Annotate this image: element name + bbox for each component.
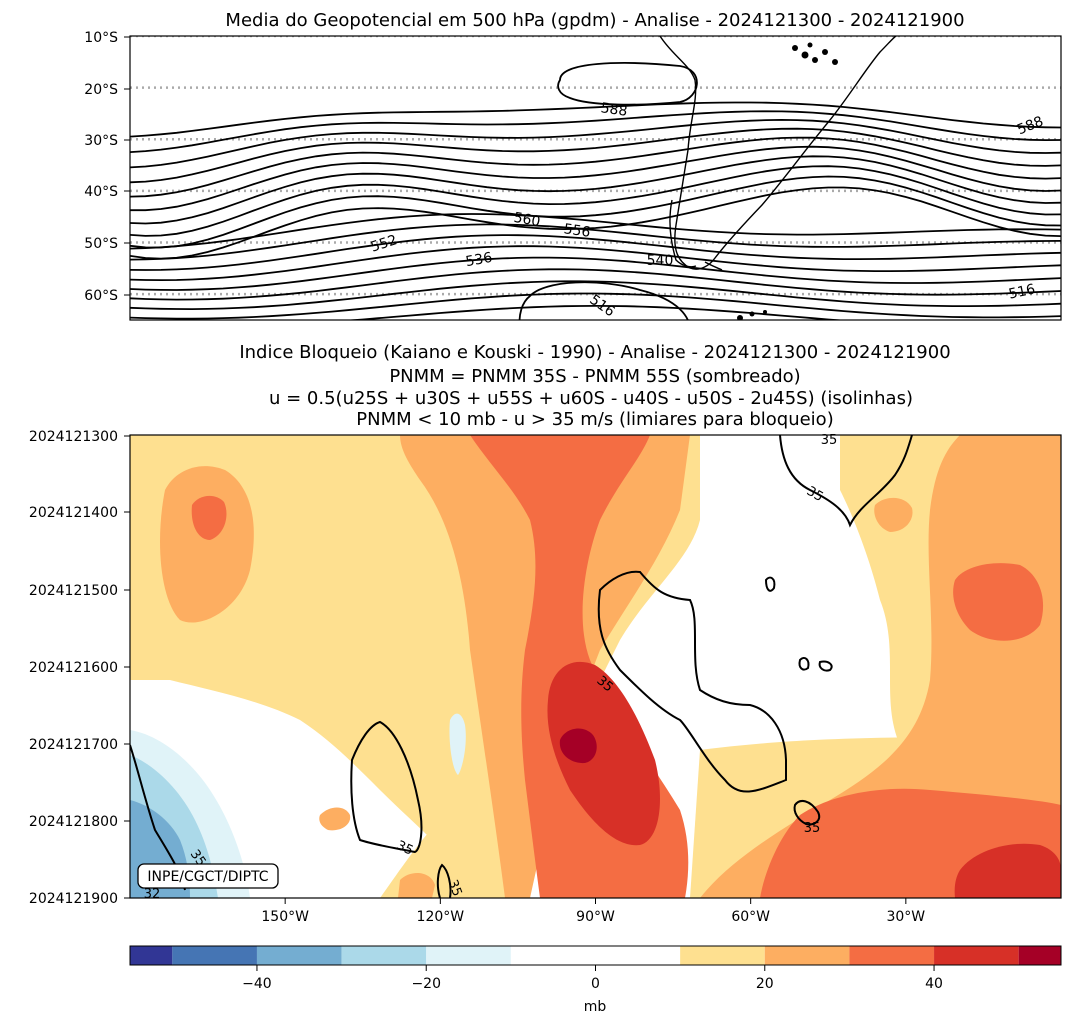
colorbar-band: [130, 946, 173, 965]
colorbar-band: [764, 946, 850, 965]
geopotential-contour: [130, 234, 1061, 271]
geopotential-contour: [130, 118, 1061, 169]
geopotential-plot-area: [130, 36, 1061, 320]
colorbar-band: [680, 946, 765, 965]
y-tick-label: 2024121500: [29, 583, 118, 599]
geopotential-contour: [130, 256, 1061, 291]
geopotential-title: Media do Geopotencial em 500 hPa (gpdm) …: [225, 10, 964, 31]
x-tick-label: 30°W: [886, 909, 925, 925]
y-tick-label: 40°S: [84, 184, 118, 200]
y-tick-label: 2024121300: [29, 429, 118, 445]
colorbar-tick-label: −40: [242, 976, 272, 992]
x-tick-label: 60°W: [731, 909, 770, 925]
y-tick-label: 2024121800: [29, 814, 118, 830]
x-tick-label: 150°W: [261, 909, 309, 925]
isoline-label: 32: [144, 887, 161, 902]
contour-label: 556: [563, 221, 592, 241]
isoline-label: 35: [821, 433, 838, 448]
colorbar-tick-label: −20: [411, 976, 441, 992]
u-isolines: [130, 435, 913, 898]
geopotential-contour: [518, 281, 689, 320]
geopotential-contour: [130, 292, 1061, 320]
geopotential-contour: [130, 127, 1061, 184]
colorbar-label: mb: [584, 999, 607, 1015]
blocking-x-axis: 150°W 120°W 90°W 60°W 30°W: [261, 898, 925, 925]
geopotential-contour: [130, 280, 1061, 311]
geopotential-contour: [130, 145, 1061, 212]
isoline-label: 35: [445, 878, 465, 899]
geopotential-contour: [130, 245, 1061, 282]
contour-label: 552: [369, 232, 399, 255]
colorbar-tick-label: 20: [756, 976, 774, 992]
isoline-label: 35: [804, 821, 821, 836]
geopotential-contour: [130, 223, 1061, 261]
geopotential-contour: [130, 110, 1061, 153]
y-tick-label: 2024121700: [29, 737, 118, 753]
x-tick-label: 90°W: [576, 909, 615, 925]
geopotential-contours: [130, 62, 1061, 320]
colorbar-band: [849, 946, 935, 965]
colorbar: −40 −20 0 20 40 mb: [129, 945, 1062, 1015]
contour-label: 588: [600, 100, 629, 120]
geopotential-y-axis: 10°S 20°S 30°S 40°S 50°S 60°S: [84, 30, 130, 304]
contour-label: 516: [1007, 281, 1037, 302]
geopotential-contour: [130, 186, 1061, 260]
blocking-title-line2: PNMM = PNMM 35S - PNMM 55S (sombreado): [389, 366, 800, 387]
blocking-title-line3: u = 0.5(u25S + u30S + u55S + u60S - u40S…: [269, 388, 913, 409]
islands: [737, 42, 838, 320]
y-tick-label: 30°S: [84, 133, 118, 149]
isoline-labels: 35 35 35 35 35 35 35 32: [144, 433, 838, 902]
y-tick-label: 2024121900: [29, 891, 118, 907]
contour-label: 560: [512, 210, 541, 230]
blocking-title-line1: Indice Bloqueio (Kaiano e Kouski - 1990)…: [239, 342, 950, 363]
colorbar-bands: [130, 946, 1061, 965]
y-tick-label: 2024121600: [29, 660, 118, 676]
geopotential-frame: [129, 35, 1062, 321]
y-tick-label: 2024121400: [29, 505, 118, 521]
x-tick-label: 120°W: [417, 909, 465, 925]
colorbar-band: [934, 946, 1019, 965]
y-tick-label: 60°S: [84, 288, 118, 304]
y-tick-label: 50°S: [84, 236, 118, 252]
isoline-label: 35: [394, 838, 415, 859]
colorbar-tick-label: 40: [925, 976, 943, 992]
geopotential-contour: [130, 213, 1061, 250]
colorbar-band: [1018, 946, 1061, 965]
blocking-y-axis: 2024121300 2024121400 2024121500 2024121…: [29, 429, 130, 907]
credit-label: INPE/CGCT/DIPTC: [147, 869, 268, 885]
geopotential-contour: [130, 175, 1061, 249]
blocking-index-panel: Indice Bloqueio (Kaiano e Kouski - 1990)…: [29, 342, 1062, 925]
coastlines: [659, 36, 897, 271]
y-tick-label: 10°S: [84, 30, 118, 46]
colorbar-band: [510, 946, 681, 965]
credit-box: INPE/CGCT/DIPTC: [137, 863, 279, 889]
geopotential-contour: [344, 304, 847, 320]
contour-label: 536: [464, 250, 493, 270]
blocking-title-line4: PNMM < 10 mb - u > 35 m/s (limiares para…: [356, 409, 833, 430]
geopotential-contour: [130, 165, 1061, 237]
contour-label: 540: [647, 253, 674, 269]
colorbar-band: [172, 946, 257, 965]
geopotential-contour: [130, 268, 1061, 301]
colorbar-ticks: −40 −20 0 20 40: [242, 965, 943, 992]
colorbar-band: [341, 946, 427, 965]
isoline-label: 35: [804, 484, 826, 505]
geopotential-contour: [130, 136, 1061, 198]
geopotential-contour: [557, 62, 698, 106]
colorbar-band: [426, 946, 511, 965]
y-tick-label: 20°S: [84, 82, 118, 98]
colorbar-band: [256, 946, 342, 965]
pnmm-shading: [130, 435, 1061, 898]
colorbar-tick-label: 0: [591, 976, 600, 992]
geopotential-contour: [130, 101, 1061, 138]
geopotential-contour: [130, 155, 1061, 225]
geopotential-panel: Media do Geopotencial em 500 hPa (gpdm) …: [84, 10, 1062, 321]
